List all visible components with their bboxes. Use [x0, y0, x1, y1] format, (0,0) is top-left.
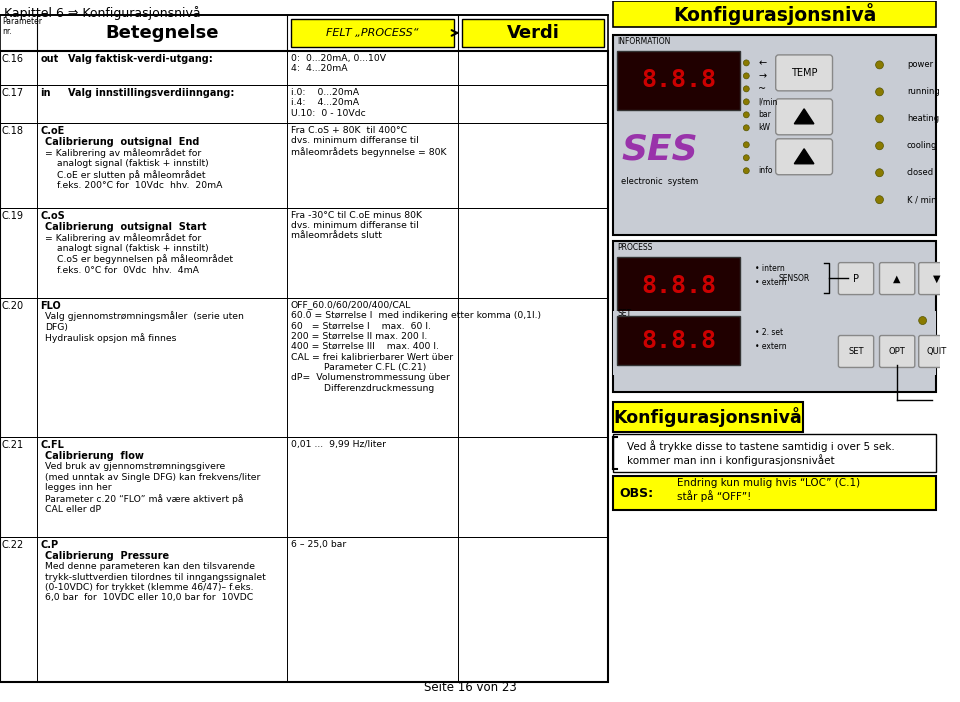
Bar [0, 15, 609, 51]
Text: l/min: l/min [758, 98, 778, 106]
Text: INFORMATION: INFORMATION [617, 37, 670, 46]
Text: Seite 16 von 23: Seite 16 von 23 [423, 681, 516, 694]
Text: 8.8.8: 8.8.8 [641, 68, 716, 93]
Text: • intern: • intern [756, 264, 785, 273]
FancyBboxPatch shape [879, 336, 915, 367]
Text: C.oS: C.oS [40, 211, 65, 220]
Text: ▲: ▲ [894, 274, 900, 284]
Bar [613, 435, 936, 472]
Text: • extern: • extern [756, 278, 787, 287]
Circle shape [743, 99, 749, 105]
Text: TEMP: TEMP [791, 68, 817, 78]
Text: OBS:: OBS: [619, 486, 653, 500]
Circle shape [876, 196, 883, 204]
Circle shape [876, 142, 883, 150]
Bar [0, 537, 609, 682]
Text: C.17: C.17 [2, 88, 24, 98]
Text: power: power [907, 60, 933, 69]
Text: C.P: C.P [40, 541, 59, 550]
Text: info: info [758, 166, 773, 176]
Text: electronic  system: electronic system [621, 177, 698, 186]
Text: Konfigurasjonsnivå: Konfigurasjonsnivå [613, 407, 803, 428]
FancyBboxPatch shape [879, 263, 915, 295]
Circle shape [743, 154, 749, 161]
Text: C.21: C.21 [2, 440, 24, 451]
Text: Endring kun mulig hvis “LOC” (C.1)
står på “OFF”!: Endring kun mulig hvis “LOC” (C.1) står … [677, 478, 860, 502]
Text: Parameter
nr.: Parameter nr. [2, 17, 42, 37]
Circle shape [743, 125, 749, 131]
Circle shape [876, 88, 883, 96]
Text: QUIT: QUIT [926, 347, 947, 356]
Text: closed: closed [907, 168, 934, 177]
Bar [463, 19, 604, 47]
Circle shape [743, 112, 749, 118]
Text: cooling: cooling [907, 141, 937, 150]
Text: Konfigurasjonsnivå: Konfigurasjonsnivå [673, 3, 876, 25]
FancyBboxPatch shape [838, 263, 874, 295]
Bar [0, 51, 609, 682]
Bar [613, 35, 936, 234]
Bar [0, 85, 609, 123]
Text: heating: heating [907, 114, 939, 124]
Bar [0, 208, 609, 298]
Bar [0, 51, 609, 85]
Bar [0, 123, 609, 208]
Bar [0, 298, 609, 437]
Text: Ved å trykke disse to tastene samtidig i over 5 sek.
kommer man inn i konfiguras: Ved å trykke disse to tastene samtidig i… [627, 440, 895, 466]
Text: FLO: FLO [40, 300, 60, 310]
Text: 8.8.8: 8.8.8 [641, 329, 716, 352]
Bar [613, 477, 936, 510]
Bar [613, 402, 804, 432]
Text: SET: SET [849, 347, 864, 356]
Text: 6 – 25,0 bar: 6 – 25,0 bar [291, 541, 347, 549]
Text: Valg gjennomstrømningsmåler  (serie uten
DFG)
Hydraulisk opsjon må finnes: Valg gjennomstrømningsmåler (serie uten … [45, 312, 244, 343]
FancyBboxPatch shape [919, 263, 954, 295]
Text: Valg faktisk-verdi-utgang:: Valg faktisk-verdi-utgang: [67, 54, 212, 64]
Text: C.18: C.18 [2, 126, 24, 135]
FancyBboxPatch shape [776, 139, 832, 175]
Text: C.FL: C.FL [40, 440, 64, 451]
Text: C.16: C.16 [2, 54, 24, 64]
Text: SENSOR: SENSOR [779, 274, 810, 283]
FancyBboxPatch shape [919, 336, 954, 367]
Text: Calibrierung  outsignal  Start: Calibrierung outsignal Start [45, 222, 206, 232]
Bar [613, 241, 936, 392]
Text: Fra -30°C til C.oE minus 80K
dvs. minimum differanse til
måleområdets slutt: Fra -30°C til C.oE minus 80K dvs. minimu… [291, 211, 421, 241]
Text: ▼: ▼ [932, 274, 940, 284]
Circle shape [876, 115, 883, 123]
Text: Calibrierung  outsignal  End: Calibrierung outsignal End [45, 137, 200, 147]
Circle shape [743, 142, 749, 148]
Text: SES: SES [621, 133, 698, 167]
Bar [617, 257, 740, 315]
Circle shape [743, 86, 749, 92]
Bar [617, 51, 740, 110]
Text: = Kalibrering av måleområdet for
    analogt signal (faktisk + innstilt)
    C.o: = Kalibrering av måleområdet for analogt… [45, 232, 233, 274]
Text: 8.8.8: 8.8.8 [641, 274, 716, 298]
Bar [291, 19, 454, 47]
Text: C.oE: C.oE [40, 126, 64, 135]
Text: Med denne parameteren kan den tilsvarende
trykk-sluttverdien tilordnes til innga: Med denne parameteren kan den tilsvarend… [45, 562, 266, 602]
Bar [0, 437, 609, 537]
Text: OFF_60.0/60/200/400/CAL
60.0 = Størrelse I  med indikering etter komma (0,1l.)
6: OFF_60.0/60/200/400/CAL 60.0 = Størrelse… [291, 300, 540, 392]
Text: i.0:    0...20mA
i.4:    4...20mA
U.10:  0 - 10Vdc: i.0: 0...20mA i.4: 4...20mA U.10: 0 - 10… [291, 88, 366, 118]
Text: bar: bar [758, 110, 771, 119]
Bar [617, 315, 740, 366]
Text: = Kalibrering av måleområdet for
    analogt signal (faktisk + innstilt)
    C.o: = Kalibrering av måleområdet for analogt… [45, 148, 223, 190]
Text: P: P [853, 274, 859, 284]
Circle shape [743, 168, 749, 173]
Circle shape [876, 168, 883, 177]
Text: 0,01 ...  9,99 Hz/liter: 0,01 ... 9,99 Hz/liter [291, 440, 386, 449]
Text: Kapittel 6 ⇒ Konfigurasjonsnivå: Kapittel 6 ⇒ Konfigurasjonsnivå [4, 6, 201, 20]
Text: out: out [40, 54, 59, 64]
Bar [613, 310, 936, 376]
Text: 0:  0...20mA, 0...10V
4:  4...20mA: 0: 0...20mA, 0...10V 4: 4...20mA [291, 54, 386, 73]
Text: SET: SET [617, 309, 631, 317]
Text: C.19: C.19 [2, 211, 24, 220]
Text: • 2. set: • 2. set [756, 328, 783, 337]
FancyBboxPatch shape [838, 336, 874, 367]
Text: Verdi: Verdi [507, 24, 560, 42]
Text: in: in [40, 88, 51, 98]
FancyBboxPatch shape [776, 99, 832, 135]
Text: PROCESS: PROCESS [617, 243, 653, 251]
Text: Fra C.oS + 80K  til 400°C
dvs. minimum differanse til
måleområdets begynnelse = : Fra C.oS + 80K til 400°C dvs. minimum di… [291, 126, 446, 157]
